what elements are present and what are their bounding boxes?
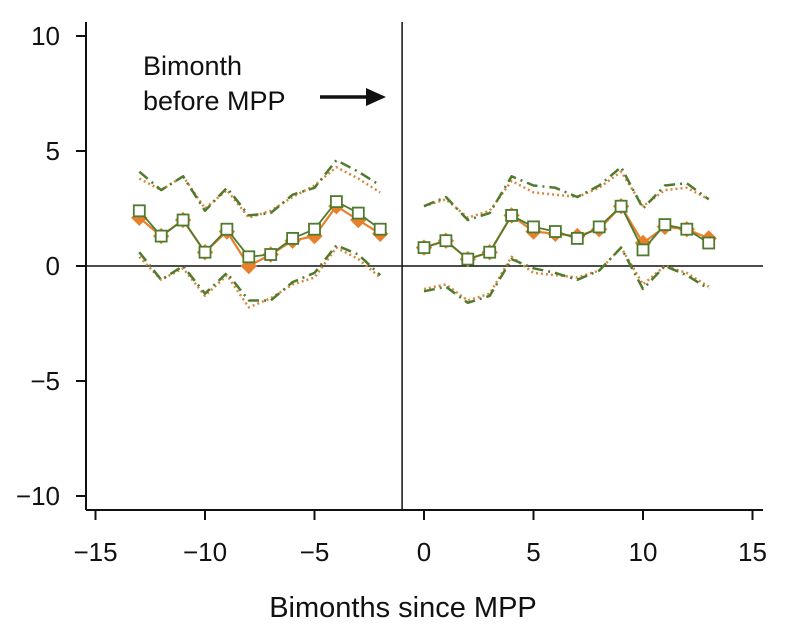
data-point-square — [570, 231, 584, 245]
series-line-orange-dotted-lower-segment-0 — [138, 246, 382, 309]
data-point-square — [242, 250, 256, 264]
x-tick-label: 5 — [526, 537, 540, 567]
annotation-line-1: Bimonth — [143, 51, 242, 81]
x-tick-label: 10 — [629, 537, 658, 567]
series-orange-dotted-lower — [138, 246, 710, 309]
data-point-square — [680, 222, 694, 236]
data-point-square — [658, 218, 672, 232]
data-point-square — [549, 225, 562, 238]
x-tick-label: 15 — [738, 537, 767, 567]
y-tick-label: 5 — [46, 136, 60, 166]
series-line-orange-dotted-lower-segment-1 — [423, 246, 710, 302]
series-line-green-dashdot-upper-segment-1 — [423, 165, 710, 222]
x-ticks: −15 −10 −5 0 5 10 15 — [73, 510, 767, 567]
data-point-square — [351, 206, 365, 220]
series-green-dashdot-lower — [138, 244, 710, 305]
y-tick-label: −5 — [30, 366, 60, 396]
data-point-square — [286, 231, 300, 245]
x-tick-label: 0 — [417, 537, 431, 567]
data-point-square — [329, 195, 343, 209]
data-point-square — [198, 245, 212, 259]
series-line-orange-diamond-solid-segment-0 — [138, 205, 381, 268]
y-ticks: −10 −5 0 5 10 — [16, 21, 86, 511]
series-line-green-dashdot-lower-segment-1 — [423, 246, 710, 305]
data-point-square — [264, 248, 278, 261]
data-point-square — [461, 252, 475, 266]
y-tick-label: 10 — [31, 21, 60, 51]
series-green-dashdot-upper — [138, 158, 710, 222]
annotation-line-2: before MPP — [143, 86, 286, 116]
data-point-square — [614, 199, 628, 213]
data-point-square — [373, 222, 387, 236]
y-tick-label: −10 — [16, 481, 60, 511]
x-tick-label: −15 — [73, 537, 117, 567]
reference-lines — [86, 22, 763, 510]
data-point-square — [483, 245, 497, 259]
series-line-green-dashdot-lower-segment-0 — [138, 244, 382, 302]
series-line-green-dashdot-upper-segment-0 — [138, 158, 381, 217]
data-point-square — [308, 222, 321, 236]
axes: −10 −5 0 5 10 −15 −10 −5 0 5 10 15 — [16, 21, 767, 567]
data-point-square — [592, 220, 606, 234]
series-green-square-open-solid — [132, 195, 716, 266]
series-layer — [131, 158, 717, 309]
data-point-square — [505, 208, 519, 222]
annotation: Bimonth before MPP — [143, 51, 386, 116]
x-axis-title: Bimonths since MPP — [269, 592, 537, 624]
x-tick-label: −5 — [300, 537, 330, 567]
data-point-square — [702, 236, 716, 250]
y-tick-label: 0 — [46, 251, 60, 281]
data-point-square — [176, 213, 190, 227]
data-point-square — [220, 222, 234, 236]
data-point-square — [154, 229, 168, 243]
data-point-square — [439, 234, 453, 248]
annotation-arrow-icon — [320, 88, 386, 106]
data-point-square — [132, 204, 146, 218]
series-line-orange-dotted-upper-segment-1 — [423, 170, 710, 219]
data-point-square — [417, 241, 431, 255]
data-point-square — [636, 243, 650, 257]
x-tick-label: −10 — [183, 537, 227, 567]
data-point-square — [527, 220, 540, 234]
